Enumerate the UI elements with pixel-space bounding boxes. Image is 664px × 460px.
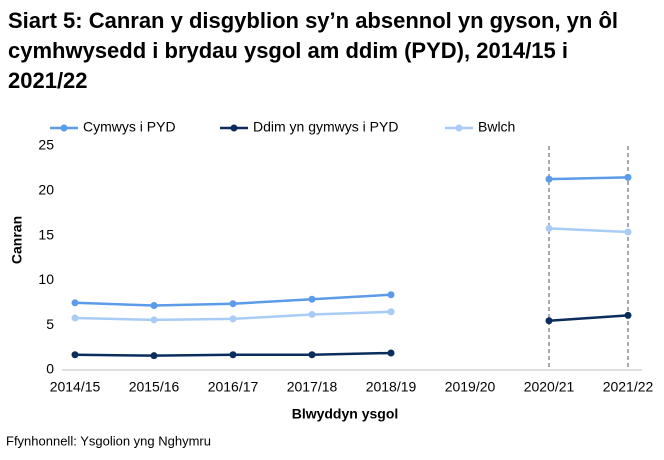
x-tick-label: 2020/21 — [524, 379, 575, 395]
point — [150, 352, 158, 360]
x-tick-label: 2015/16 — [129, 379, 180, 395]
y-tick-label: 10 — [38, 271, 54, 287]
x-tick-label: 2014/15 — [50, 379, 101, 395]
point — [387, 291, 395, 299]
y-axis-label: Canran — [9, 216, 25, 264]
point — [545, 175, 553, 183]
x-tick-label: 2017/18 — [287, 379, 338, 395]
series-line — [74, 176, 629, 307]
legend-marker — [230, 124, 238, 132]
point — [387, 308, 395, 316]
y-tick-label: 20 — [38, 182, 54, 198]
source: Ffynhonnell: Ysgolion yng Nghymru — [6, 433, 211, 448]
point — [229, 351, 237, 359]
point — [308, 310, 316, 318]
point — [545, 317, 553, 325]
point — [308, 351, 316, 359]
point — [229, 315, 237, 323]
x-tick-label: 2016/17 — [208, 379, 259, 395]
x-axis-label: Blwyddyn ysgol — [292, 406, 399, 422]
legend-marker — [455, 124, 463, 132]
point — [71, 299, 79, 307]
point — [624, 311, 632, 319]
x-tick-label: 2019/20 — [445, 379, 496, 395]
point — [308, 295, 316, 303]
point — [545, 224, 553, 232]
y-tick-label: 0 — [46, 361, 54, 377]
y-tick-label: 5 — [46, 316, 54, 332]
y-tick-label: 25 — [38, 137, 54, 153]
legend-marker — [60, 124, 68, 132]
point — [387, 349, 395, 357]
legend-label: Bwlch — [478, 119, 515, 135]
legend-label: Ddim yn gymwys i PYD — [253, 119, 398, 135]
point — [229, 300, 237, 308]
point — [624, 173, 632, 181]
y-tick-label: 15 — [38, 226, 54, 242]
series-line — [74, 314, 629, 357]
point — [150, 301, 158, 309]
point — [71, 351, 79, 359]
legend-label: Cymwys i PYD — [83, 119, 176, 135]
x-tick-label: 2018/19 — [366, 379, 417, 395]
chart-title: Siart 5: Canran y disgyblion sy’n absenn… — [8, 8, 619, 93]
x-tick-label: 2021/22 — [603, 379, 654, 395]
point — [150, 316, 158, 324]
point — [624, 228, 632, 236]
point — [71, 314, 79, 322]
